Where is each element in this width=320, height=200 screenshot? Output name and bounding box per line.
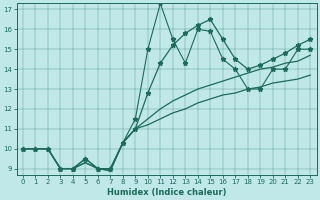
X-axis label: Humidex (Indice chaleur): Humidex (Indice chaleur) xyxy=(107,188,226,197)
